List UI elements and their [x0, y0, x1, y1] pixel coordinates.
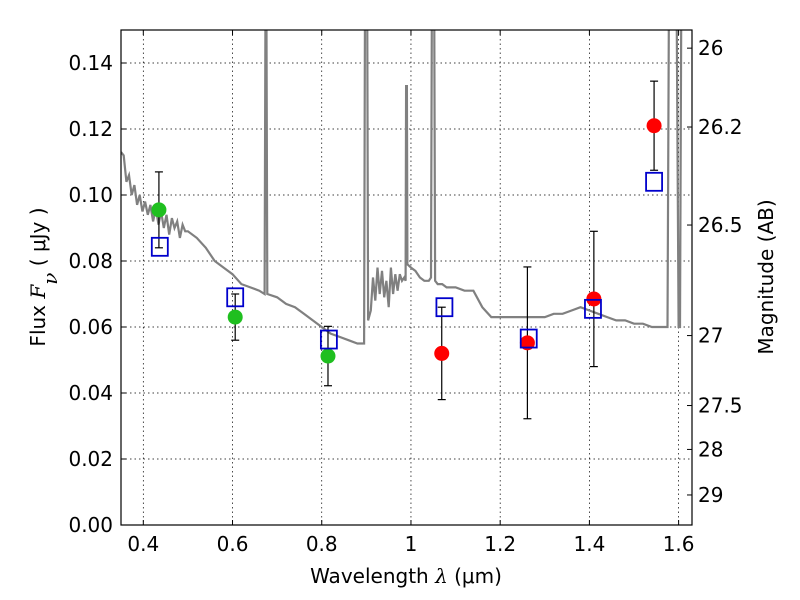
model-photometry-point [150, 236, 169, 257]
observed-point [646, 118, 662, 134]
y-tick-label: 0.06 [68, 315, 113, 339]
axis-ticks: 0.4 0.6 0.8 1 1.2 1.4 1.6 0.00 0.02 0.04 0.06 0.08 0… [68, 30, 743, 556]
model-photometry-point [226, 287, 245, 308]
observed-point [519, 335, 535, 351]
y-axis-label: Flux Fν ( μJy ) [26, 207, 62, 346]
model-photometry-point [645, 171, 663, 192]
model-spectrum-layer [121, 30, 683, 345]
x-tick-label: 1 [405, 532, 418, 556]
y-tick-label: 0.08 [68, 249, 113, 273]
model-photometry-point [519, 328, 538, 349]
data-points-layer [150, 80, 663, 420]
model-photometry-point [584, 298, 602, 319]
observed-point [320, 348, 336, 364]
y-tick-label: 0.14 [68, 51, 113, 75]
y2-tick-label: 29 [698, 483, 723, 507]
y2-tick-label: 26.5 [698, 213, 743, 237]
y-tick-label: 0.10 [68, 183, 113, 207]
x-tick-label: 0.8 [306, 532, 338, 556]
y2-tick-label: 27 [698, 324, 723, 348]
y-tick-label: 0.04 [68, 381, 113, 405]
observed-point [434, 345, 450, 361]
y2-tick-label: 26.2 [698, 115, 743, 139]
y-tick-label: 0.12 [68, 117, 113, 141]
y-tick-label: 0.02 [68, 447, 113, 471]
x-axis-symbol: λ [434, 564, 448, 588]
x-tick-label: 0.4 [127, 532, 159, 556]
x-tick-label: 1.4 [573, 532, 605, 556]
y2-tick-label: 28 [698, 437, 723, 461]
observed-point [227, 309, 243, 325]
y2-axis-label: Magnitude (AB) [754, 199, 778, 354]
plot-frame [120, 29, 693, 526]
x-tick-label: 1.2 [484, 532, 516, 556]
x-tick-label: 0.6 [217, 532, 249, 556]
y-tick-label: 0.00 [68, 513, 113, 537]
model-spectrum-line [121, 30, 683, 345]
y2-tick-label: 27.5 [698, 394, 743, 418]
y-axis-subscript: ν [38, 273, 62, 285]
model-photometry-point [435, 297, 454, 318]
x-axis-label: Wavelength λ (μm) [310, 564, 502, 588]
y-axis-symbol: F [26, 284, 50, 300]
observed-point [151, 202, 167, 218]
y2-tick-label: 26 [698, 36, 723, 60]
model-photometry-point [319, 329, 338, 350]
x-tick-label: 1.6 [663, 532, 695, 556]
